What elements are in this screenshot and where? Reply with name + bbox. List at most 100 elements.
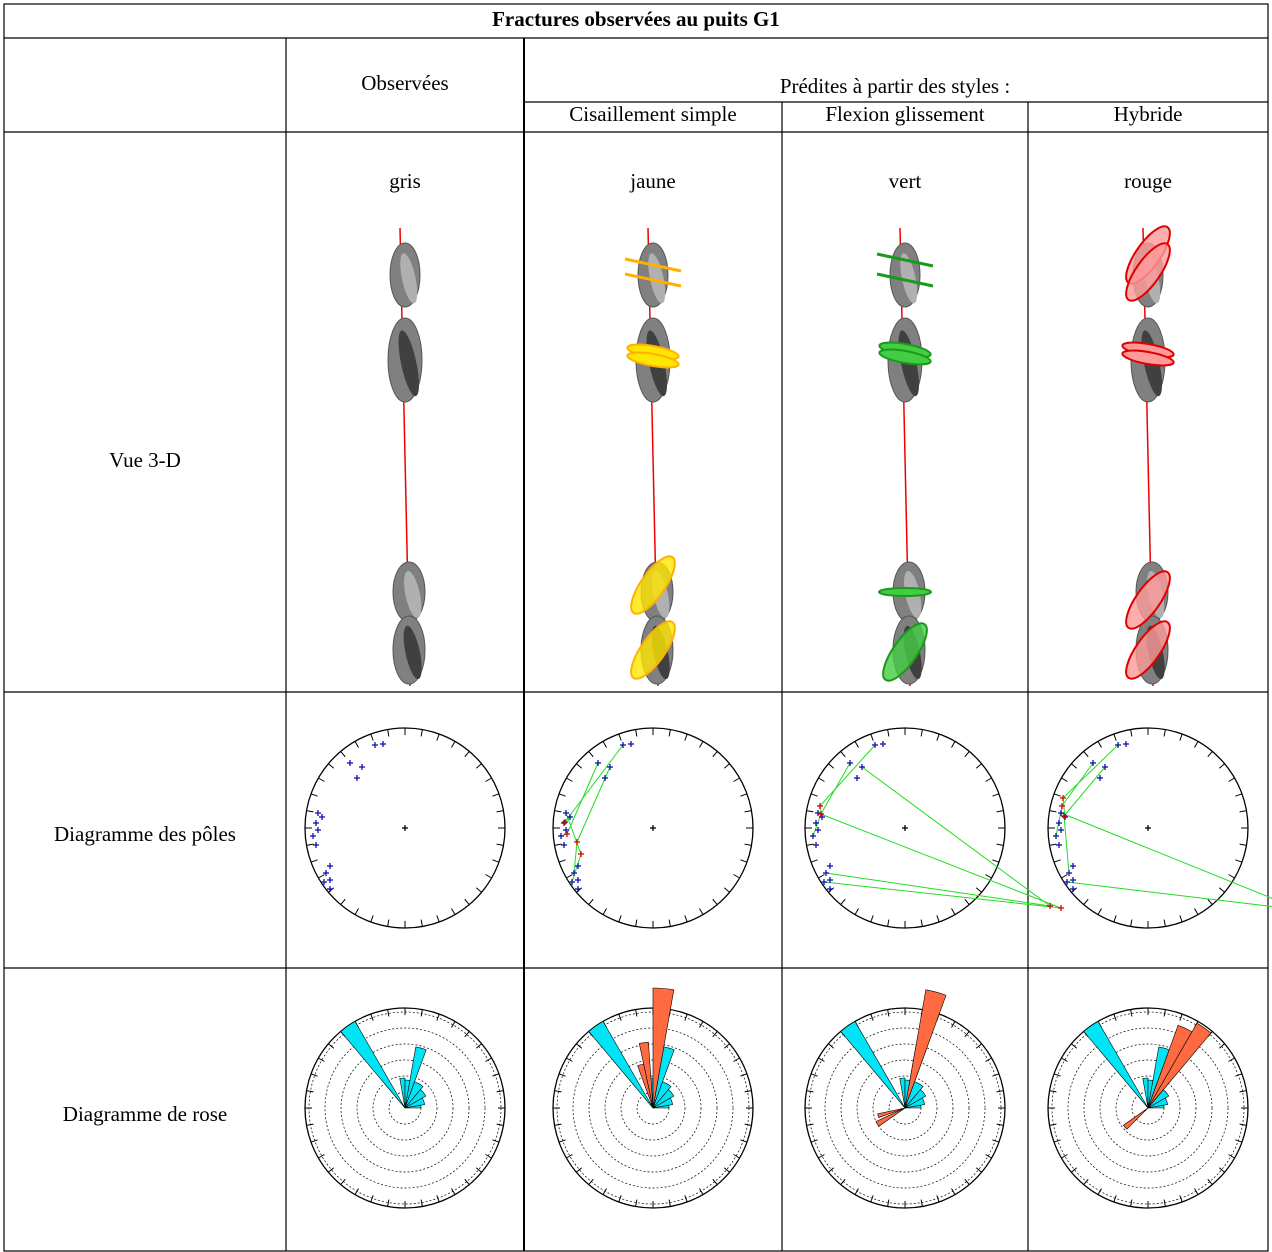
rose-petal [652, 1089, 675, 1109]
net-tick [1179, 733, 1183, 741]
net-tick [475, 763, 482, 769]
net-tick [920, 729, 923, 737]
net-tick [464, 898, 470, 905]
net-tick [436, 733, 440, 741]
net-tick [635, 729, 638, 737]
net-tick [475, 1043, 482, 1049]
net-tick [1071, 1167, 1078, 1173]
pole-link [1063, 815, 1070, 874]
net-tick [1053, 1139, 1061, 1143]
rose-petal [652, 1104, 670, 1109]
table-border [3, 3, 1269, 1252]
net-tick [370, 915, 374, 923]
net-tick [668, 729, 671, 737]
rose-ring [840, 1043, 970, 1173]
rose-petal [1147, 1097, 1169, 1109]
pole-link [817, 812, 1062, 909]
pole-link [861, 766, 1051, 907]
net-tick [712, 1031, 718, 1038]
net-tick [699, 1188, 704, 1195]
net-tick [1218, 1043, 1225, 1049]
fracture-disc-shade [398, 330, 420, 397]
net-tick [1218, 887, 1225, 893]
net-tick [464, 751, 470, 758]
net-tick [1083, 1178, 1089, 1185]
pole-link [1062, 797, 1066, 818]
net-tick [492, 1073, 500, 1077]
net-tick [1130, 729, 1133, 737]
pole-link [1066, 881, 1272, 908]
net-tick [818, 1154, 825, 1159]
color-label: jaune [629, 169, 675, 193]
net-tick [485, 1057, 492, 1062]
net-tick [554, 810, 562, 813]
net-tick [1049, 810, 1057, 813]
net-tick [1097, 908, 1102, 915]
net-tick [1113, 1013, 1117, 1021]
rose-petal [840, 1020, 906, 1109]
color-label: vert [889, 169, 922, 193]
net-tick [566, 874, 573, 879]
rose-petal [1147, 1079, 1154, 1109]
fracture-band [624, 257, 682, 273]
net-tick [964, 751, 970, 758]
net-tick [566, 777, 573, 782]
net-tick [318, 1057, 325, 1062]
net-tick [854, 1188, 859, 1195]
net-tick [318, 1154, 325, 1159]
net-tick [733, 1057, 740, 1062]
net-tick [451, 908, 456, 915]
fracture-band [1125, 570, 1171, 630]
pole-link [819, 744, 876, 807]
rose-ring [856, 1059, 954, 1157]
rose-petal [904, 1104, 922, 1109]
rose-ring [1083, 1043, 1213, 1173]
net-tick [420, 1009, 423, 1017]
rose-petal [404, 1089, 427, 1109]
net-tick [1083, 751, 1089, 758]
pole-link [823, 881, 1062, 909]
net-tick [306, 1123, 314, 1126]
rose-petal [652, 1097, 674, 1109]
net-tick [723, 1043, 730, 1049]
column-header: Observées [361, 71, 448, 95]
net-tick [1113, 733, 1117, 741]
net-tick [1207, 751, 1213, 758]
net-tick [920, 1199, 923, 1207]
net-tick [870, 1013, 874, 1021]
net-tick [1061, 1057, 1068, 1062]
net-tick [699, 908, 704, 915]
net-tick [668, 1199, 671, 1207]
rose-ring [1051, 1011, 1245, 1205]
color-label: gris [389, 169, 421, 193]
net-tick [1179, 1013, 1183, 1021]
net-tick [1207, 898, 1213, 905]
rose-petal [1142, 1077, 1149, 1109]
net-tick [1218, 763, 1225, 769]
rose-ring [824, 1027, 986, 1189]
net-tick [451, 1021, 456, 1028]
net-tick [1083, 898, 1089, 905]
net-tick [1218, 1167, 1225, 1173]
net-tick [1194, 741, 1199, 748]
rose-ring [356, 1059, 454, 1157]
net-tick [492, 793, 500, 797]
net-tick [887, 729, 890, 737]
net-tick [806, 843, 814, 846]
net-tick [744, 843, 752, 846]
net-tick [387, 1009, 390, 1017]
net-tick [436, 1195, 440, 1203]
net-tick [618, 1013, 622, 1021]
net-tick [733, 777, 740, 782]
net-tick [496, 1123, 504, 1126]
net-tick [840, 1178, 846, 1185]
net-tick [1163, 1009, 1166, 1017]
net-tick [354, 741, 359, 748]
net-tick [558, 793, 566, 797]
net-tick [1228, 1057, 1235, 1062]
net-tick [354, 1188, 359, 1195]
pole-link [825, 872, 1051, 907]
net-tick [1061, 1154, 1068, 1159]
rose-petal [340, 1020, 406, 1109]
net-tick [1235, 793, 1243, 797]
